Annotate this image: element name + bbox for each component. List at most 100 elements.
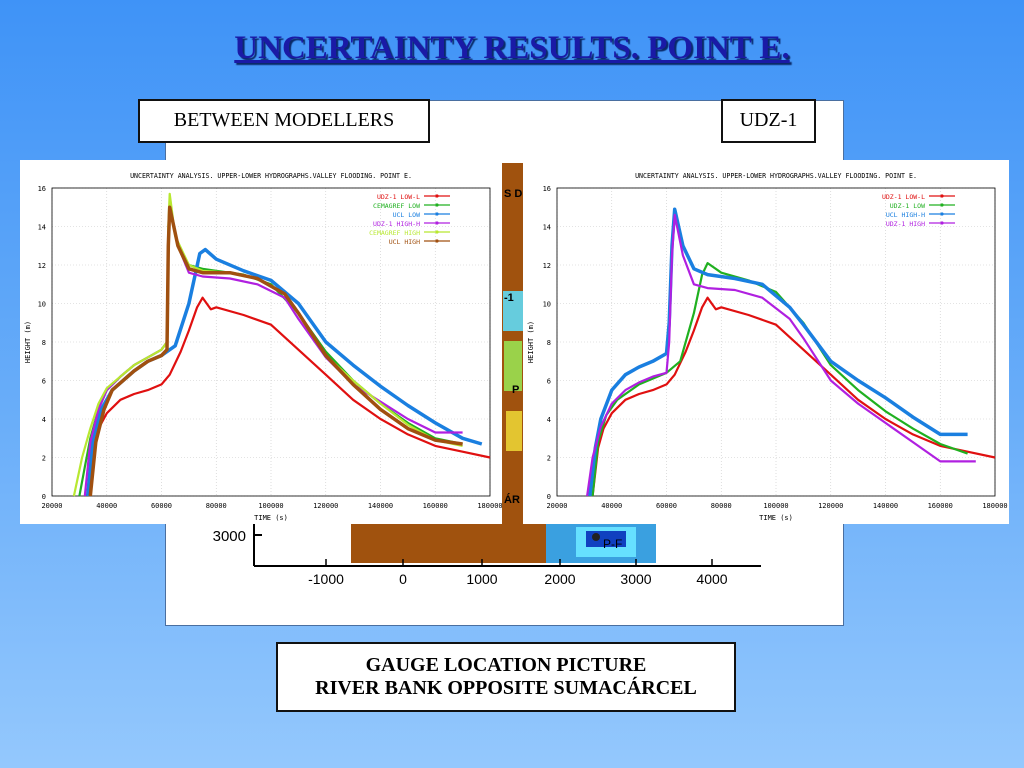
series-line-1 bbox=[591, 296, 996, 497]
water-patch bbox=[503, 291, 523, 331]
y-tick-label: 4 bbox=[42, 416, 46, 424]
legend-marker bbox=[435, 230, 439, 234]
x-tick-label: 180000 bbox=[982, 502, 1007, 510]
legend-label: UCL HIGH-H bbox=[886, 211, 925, 219]
y-axis-label: HEIGHT (m) bbox=[24, 321, 32, 363]
series-line-6 bbox=[88, 205, 463, 497]
legend-label: UCL HIGH bbox=[389, 238, 420, 246]
legend-marker bbox=[435, 212, 439, 216]
caption-box: GAUGE LOCATION PICTURE RIVER BANK OPPOSI… bbox=[276, 642, 736, 712]
x-tick-label: 40000 bbox=[601, 502, 622, 510]
series-line-2 bbox=[591, 262, 968, 497]
chart-title: UNCERTAINTY ANALYSIS. UPPER-LOWER HYDROG… bbox=[635, 172, 917, 180]
legend-label: UDZ-1 HIGH-H bbox=[373, 220, 420, 228]
x-tick-label: 80000 bbox=[711, 502, 732, 510]
y-axis-label: HEIGHT (m) bbox=[527, 321, 535, 363]
y-tick-label: 0 bbox=[42, 493, 46, 501]
label-between-modellers: BETWEEN MODELLERS bbox=[138, 99, 430, 143]
legend-label: UDZ-1 LOW-L bbox=[882, 193, 925, 201]
series-line-4 bbox=[83, 206, 463, 497]
x-tick-label: 140000 bbox=[368, 502, 393, 510]
map-y-tick-label: 3000 bbox=[213, 528, 246, 545]
x-tick-label: 100000 bbox=[258, 502, 283, 510]
y-tick-label: 14 bbox=[38, 224, 46, 232]
map-svg: 3000 -1000 0 1000 2000 3000 4000 P-F S D -1 P… bbox=[213, 163, 761, 587]
series-line-1 bbox=[86, 296, 491, 497]
legend-label: UDZ-1 HIGH bbox=[886, 220, 925, 228]
label-udz1: UDZ-1 bbox=[721, 99, 816, 143]
legend-label: UDZ-1 LOW-L bbox=[377, 193, 420, 201]
series-line-3 bbox=[85, 247, 483, 497]
map-fragment-4: ÁR bbox=[504, 493, 520, 506]
land-patch bbox=[504, 341, 522, 391]
y-tick-label: 4 bbox=[547, 416, 551, 424]
slide-title: UNCERTAINTY RESULTS. POINT E. bbox=[234, 30, 790, 66]
chart-udz1-svg: UNCERTAINTY ANALYSIS. UPPER-LOWER HYDROG… bbox=[527, 172, 1008, 522]
gauge-point-marker bbox=[592, 533, 600, 541]
series-line-3 bbox=[588, 207, 968, 497]
caption-line-1: GAUGE LOCATION PICTURE bbox=[365, 654, 647, 676]
map-x-tick-label: 2000 bbox=[544, 571, 575, 587]
x-tick-label: 20000 bbox=[546, 502, 567, 510]
plot-frame bbox=[51, 187, 491, 497]
chart-between-modellers: UNCERTAINTY ANALYSIS. UPPER-LOWER HYDROG… bbox=[20, 160, 502, 524]
legend-marker bbox=[435, 194, 439, 198]
series-line-4 bbox=[586, 213, 976, 497]
land-patch-2 bbox=[506, 411, 522, 451]
chart-udz1: UNCERTAINTY ANALYSIS. UPPER-LOWER HYDROG… bbox=[523, 160, 1009, 524]
y-tick-label: 16 bbox=[543, 185, 551, 193]
map-x-tick-label: 4000 bbox=[696, 571, 727, 587]
legend-marker bbox=[940, 221, 944, 225]
x-tick-label: 160000 bbox=[423, 502, 448, 510]
map-x-tick-label: -1000 bbox=[308, 571, 344, 587]
chart-title: UNCERTAINTY ANALYSIS. UPPER-LOWER HYDROG… bbox=[130, 172, 412, 180]
y-tick-label: 16 bbox=[38, 185, 46, 193]
y-tick-label: 10 bbox=[38, 301, 46, 309]
gauge-point-label: P-F bbox=[603, 537, 622, 551]
x-tick-label: 120000 bbox=[313, 502, 338, 510]
map-x-tick-label: 3000 bbox=[620, 571, 651, 587]
chart-between-modellers-svg: UNCERTAINTY ANALYSIS. UPPER-LOWER HYDROG… bbox=[24, 172, 502, 522]
y-tick-label: 10 bbox=[543, 301, 551, 309]
map-fragment-1: S D bbox=[504, 188, 522, 200]
y-tick-label: 12 bbox=[38, 262, 46, 270]
y-tick-label: 6 bbox=[547, 378, 551, 386]
map-x-ticks: -1000 0 1000 2000 3000 4000 bbox=[308, 559, 728, 587]
legend-marker bbox=[940, 212, 944, 216]
x-tick-label: 60000 bbox=[151, 502, 172, 510]
legend-marker bbox=[435, 203, 439, 207]
x-tick-label: 80000 bbox=[206, 502, 227, 510]
x-axis-label: TIME (s) bbox=[759, 514, 793, 522]
caption-line-2: RIVER BANK OPPOSITE SUMACÁRCEL bbox=[315, 677, 697, 699]
x-tick-label: 20000 bbox=[41, 502, 62, 510]
map-x-tick-label: 0 bbox=[399, 571, 407, 587]
map-fragment-3: P bbox=[512, 384, 519, 396]
legend-label: CEMAGREF HIGH bbox=[369, 229, 420, 237]
x-tick-label: 180000 bbox=[477, 502, 502, 510]
legend-label: UCL LOW bbox=[393, 211, 420, 219]
map-x-tick-label: 1000 bbox=[466, 571, 497, 587]
x-tick-label: 140000 bbox=[873, 502, 898, 510]
x-tick-label: 60000 bbox=[656, 502, 677, 510]
y-tick-label: 8 bbox=[547, 339, 551, 347]
map-fragment-2: -1 bbox=[504, 292, 514, 304]
y-tick-label: 2 bbox=[547, 455, 551, 463]
legend-marker bbox=[940, 194, 944, 198]
y-tick-label: 6 bbox=[42, 378, 46, 386]
plot-frame bbox=[556, 187, 996, 497]
legend-marker bbox=[435, 221, 439, 225]
legend-marker bbox=[940, 203, 944, 207]
x-tick-label: 100000 bbox=[763, 502, 788, 510]
x-axis-label: TIME (s) bbox=[254, 514, 288, 522]
y-tick-label: 0 bbox=[547, 493, 551, 501]
y-tick-label: 2 bbox=[42, 455, 46, 463]
y-tick-label: 14 bbox=[543, 224, 551, 232]
legend-label: UDZ-1 LOW bbox=[890, 202, 925, 210]
y-tick-label: 8 bbox=[42, 339, 46, 347]
x-tick-label: 160000 bbox=[928, 502, 953, 510]
legend-label: CEMAGREF LOW bbox=[373, 202, 420, 210]
legend-marker bbox=[435, 239, 439, 243]
x-tick-label: 120000 bbox=[818, 502, 843, 510]
y-tick-label: 12 bbox=[543, 262, 551, 270]
x-tick-label: 40000 bbox=[96, 502, 117, 510]
